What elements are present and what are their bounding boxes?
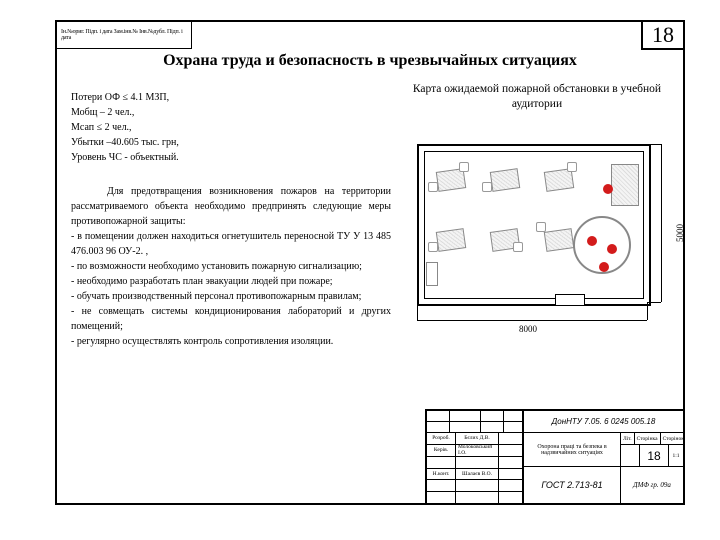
dim-line-vertical [661,144,662,302]
desk [539,164,577,194]
desk [431,224,469,254]
code-cell: Ін.№ориг. Підп. і дата Зам.інв.№ Інв.№ду… [57,22,192,49]
dim-height: 5000 [675,224,685,242]
name-1: Бєлих Д.В. [456,433,499,444]
measures-paragraph: Для предотвращения возникновения пожаров… [71,184,391,349]
floor-plan: 5000 8000 [417,144,669,352]
loss-line-1: Потери ОФ ≤ 4.1 МЗП, [71,90,179,105]
project-code: ДонНТУ 7.05. 6 0245 005.18 [552,417,656,426]
sheet-header: Сторінка [635,433,661,444]
measure-item-5: - не совмещать системы кондиционирования… [71,304,391,334]
fire-point-icon [603,184,613,194]
drawing-sheet: Ін.№ориг. Підп. і дата Зам.інв.№ Інв.№ду… [55,20,685,505]
measure-item-3: - необходимо разработать план эвакуации … [71,274,391,289]
fire-point-icon [599,262,609,272]
desk [539,224,577,254]
door [555,294,585,306]
role-2: Керів. [427,445,456,456]
name-3: Шалаєв В.О. [456,469,499,480]
page-number: 18 [641,22,683,50]
dim-width: 8000 [519,324,537,334]
lit-header: Літ. [621,433,635,444]
std-label: ГОСТ 2.713-81 [524,467,621,503]
map-caption: Карта ожидаемой пожарной обстановки в уч… [412,82,662,112]
page-title: Охрана труда и безопасность в чрезвычайн… [57,52,683,70]
fire-point-icon [587,236,597,246]
measure-item-6: - регулярно осуществлять контроль сопрот… [71,334,391,349]
measure-item-4: - обучать производственный персонал прот… [71,289,391,304]
role-3: Н.конт. [427,469,456,480]
fire-point-icon [607,244,617,254]
name-2: Молоковський І.О. [456,445,499,456]
plan-outline [417,144,651,306]
scale: 1:1 [669,445,683,466]
desk [431,164,469,194]
measures-intro: Для предотвращения возникновения пожаров… [71,184,391,229]
measure-item-1: - в помещении должен находиться огнетуши… [71,229,391,259]
loss-line-5: Уровень ЧС - объектный. [71,150,179,165]
org-label: ДМФ гр. 09а [621,467,683,503]
dim-line-horizontal [417,320,647,321]
desc-cell: Охорона праці та безпека в надзвичайних … [524,433,621,466]
loss-line-4: Убытки –40.605 тыс. грн, [71,135,179,150]
measure-item-2: - по возможности необходимо установить п… [71,259,391,274]
loss-line-3: Мсап ≤ 2 чел., [71,120,179,135]
desk [485,164,523,194]
extinguisher-stand [426,262,438,286]
desk [485,224,523,254]
losses-summary: Потери ОФ ≤ 4.1 МЗП, Мобщ – 2 чел., Мсап… [71,90,179,165]
loss-line-2: Мобщ – 2 чел., [71,105,179,120]
role-1: Розроб. [427,433,456,444]
title-block: ДонНТУ 7.05. 6 0245 005.18 Розроб. Бєлих… [425,409,683,503]
cabinet [611,164,639,206]
header-band: Ін.№ориг. Підп. і дата Зам.інв.№ Інв.№ду… [57,22,683,48]
sheet-number: 18 [640,445,669,466]
sheets-header: Сторінок [661,433,686,444]
